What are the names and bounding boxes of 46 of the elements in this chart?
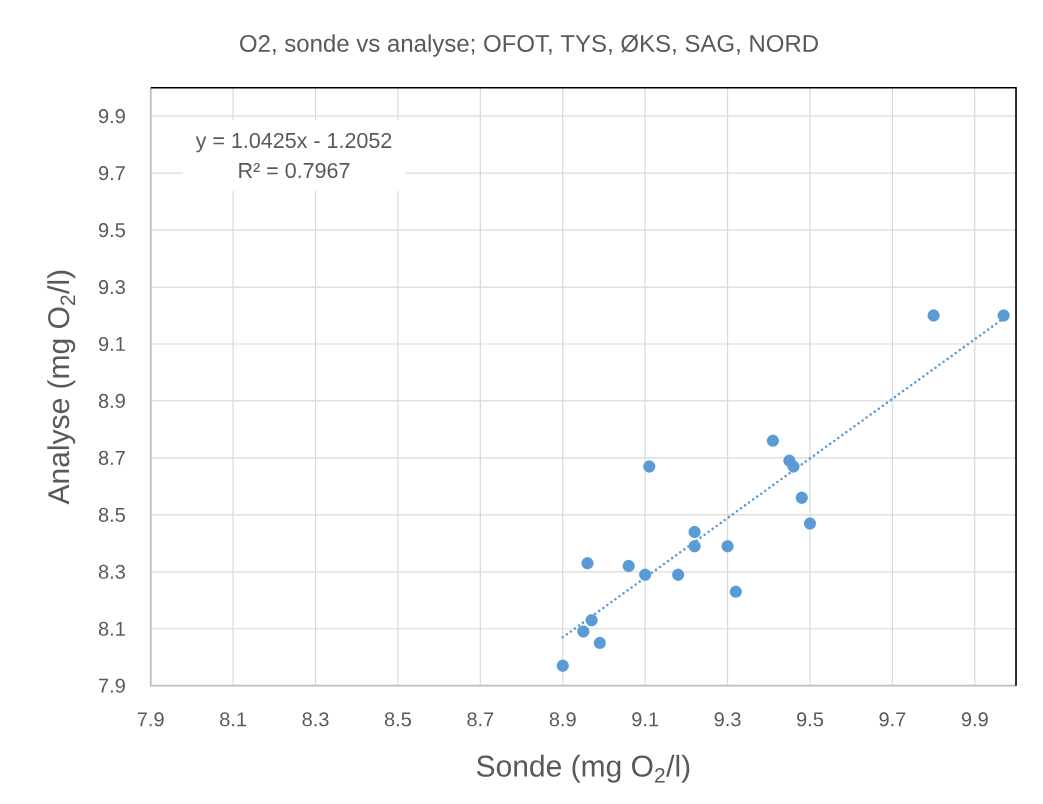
point: [787, 460, 800, 473]
point: [688, 540, 701, 553]
point: [803, 517, 817, 530]
y-tick-label: 8.1: [98, 621, 125, 636]
x-tick-label: 9.9: [961, 712, 988, 727]
point: [577, 625, 590, 638]
point: [927, 309, 940, 322]
y-tick-label: 9.5: [98, 223, 125, 238]
point: [556, 659, 569, 672]
x-tick-label: 9.1: [632, 712, 659, 727]
y-tick-label: 8.5: [98, 507, 125, 522]
y-tick-label: 9.9: [98, 109, 125, 124]
point: [766, 434, 779, 447]
x-tick-label: 8.9: [549, 712, 576, 727]
point: [643, 460, 656, 473]
point: [581, 557, 594, 570]
x-axis-title: Sonde (mg O$_{2}$/l): [476, 754, 690, 783]
x-tick-label: 9.3: [714, 712, 741, 727]
y-tick-label: 9.3: [98, 279, 125, 295]
x-tick-label: 7.9: [137, 712, 164, 727]
point: [795, 491, 808, 504]
y-tick-label: 7.9: [99, 678, 125, 693]
point: [688, 525, 701, 538]
point: [672, 568, 685, 581]
x-tick-label: 8.5: [384, 712, 411, 727]
x-tick-label: 8.1: [220, 712, 247, 727]
point: [721, 540, 734, 553]
y-tick-label: 8.9: [98, 393, 125, 409]
y-tick-label: 8.7: [98, 450, 125, 465]
y-tick-label: 9.1: [98, 336, 125, 352]
point: [729, 585, 742, 598]
point: [593, 636, 606, 650]
annotation: y = 1.0425x - 1.2052: [195, 132, 392, 153]
point: [997, 309, 1010, 322]
point: [622, 560, 635, 573]
y-tick-label: 8.3: [98, 564, 125, 579]
chart-title: O2, sonde vs analyse; OFOT, TYS, ØKS, SAG, NORD: [240, 34, 818, 57]
point: [639, 568, 652, 581]
x-tick-label: 9.7: [879, 712, 906, 727]
y-axis-title: Analyse (mg O$_{2}$/l): [47, 270, 76, 505]
x-tick-label: 9.5: [797, 712, 824, 727]
x-tick-label: 8.7: [467, 712, 494, 727]
point: [585, 614, 598, 627]
x-tick-label: 8.3: [302, 712, 329, 727]
annotation: R² = 0.7967: [239, 162, 350, 179]
y-tick-label: 9.7: [98, 166, 125, 181]
